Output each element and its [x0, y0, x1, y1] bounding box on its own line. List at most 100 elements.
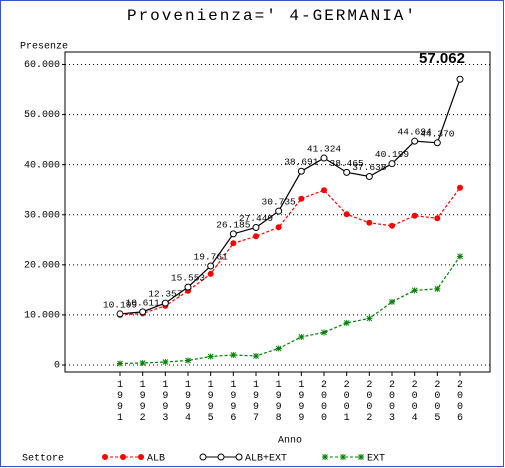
digit: 0: [321, 413, 327, 424]
point: [389, 298, 395, 305]
point: [411, 137, 419, 145]
point: [230, 240, 237, 247]
point: [297, 167, 305, 175]
value-label: 27.449: [239, 213, 274, 224]
point: [366, 219, 373, 226]
value-label: 41.324: [307, 144, 342, 155]
point: [162, 358, 169, 365]
digit: 0: [457, 402, 463, 413]
digit: 5: [208, 413, 214, 424]
point: [275, 207, 283, 215]
digit: 9: [185, 402, 191, 413]
y-tick-label: 0: [54, 361, 60, 372]
digit: 1: [230, 380, 236, 391]
digit: 9: [298, 413, 304, 424]
point: [365, 173, 373, 181]
value-label: 10.199: [103, 299, 138, 310]
digit: 1: [344, 413, 350, 424]
legend-label: ALB+EXT: [245, 454, 287, 465]
point: [229, 230, 237, 238]
point: [343, 168, 351, 176]
point: [207, 262, 215, 270]
point: [252, 224, 260, 232]
digit: 1: [185, 380, 191, 391]
digit: 9: [185, 391, 191, 402]
value-label: 38.465: [330, 158, 365, 169]
y-tick-label: 30.000: [24, 210, 60, 221]
digit: 0: [344, 391, 350, 402]
point: [116, 310, 124, 318]
point: [298, 333, 305, 340]
point: [253, 352, 259, 359]
legend-title: Settore: [22, 454, 64, 465]
digit: 6: [230, 413, 236, 424]
value-label: 37.638: [352, 162, 387, 173]
digit: 2: [366, 413, 372, 424]
digit: 9: [117, 402, 123, 413]
digit: 2: [389, 380, 395, 391]
point: [321, 329, 327, 336]
digit: 0: [434, 391, 440, 402]
digit: 0: [389, 402, 395, 413]
value-label: 38.691: [284, 157, 319, 168]
y-tick-label: 50.000: [24, 110, 60, 121]
digit: 2: [457, 380, 463, 391]
value-label: 44.694: [398, 127, 433, 138]
point: [102, 454, 108, 460]
point: [207, 353, 214, 360]
point: [411, 212, 418, 219]
digit: 3: [162, 413, 168, 424]
digit: 9: [162, 391, 168, 402]
series-line: [119, 187, 461, 316]
point: [139, 308, 147, 316]
digit: 0: [412, 402, 418, 413]
point: [120, 454, 126, 460]
digit: 9: [162, 402, 168, 413]
digit: 9: [140, 391, 146, 402]
digit: 9: [253, 391, 259, 402]
value-label: 57.062: [419, 50, 465, 67]
digit: 1: [117, 380, 123, 391]
point: [321, 187, 327, 194]
digit: 9: [276, 402, 282, 413]
value-label: 10.611: [126, 297, 161, 308]
digit: 9: [208, 402, 214, 413]
point: [138, 454, 144, 460]
value-label: 40.199: [375, 149, 410, 160]
chart-title: Provenienza=' 4-GERMANIA': [127, 7, 417, 25]
point: [161, 299, 169, 307]
digit: 0: [412, 391, 418, 402]
point: [366, 315, 373, 322]
value-label: 19.761: [194, 252, 229, 263]
point: [456, 75, 464, 83]
point: [199, 453, 207, 461]
plot-frame: [64, 51, 491, 373]
value-label: 15.553: [171, 273, 206, 284]
point: [434, 285, 441, 292]
digit: 1: [117, 413, 123, 424]
series-line: [119, 255, 461, 365]
digit: 2: [344, 380, 350, 391]
point: [389, 222, 395, 229]
point: [320, 154, 328, 162]
digit: 2: [434, 380, 440, 391]
digit: 1: [253, 380, 259, 391]
point: [411, 287, 418, 294]
point: [185, 357, 191, 364]
digit: 9: [140, 402, 146, 413]
digit: 9: [276, 391, 282, 402]
digit: 0: [321, 402, 327, 413]
digit: 2: [321, 380, 327, 391]
value-label: 44.370: [420, 128, 455, 139]
